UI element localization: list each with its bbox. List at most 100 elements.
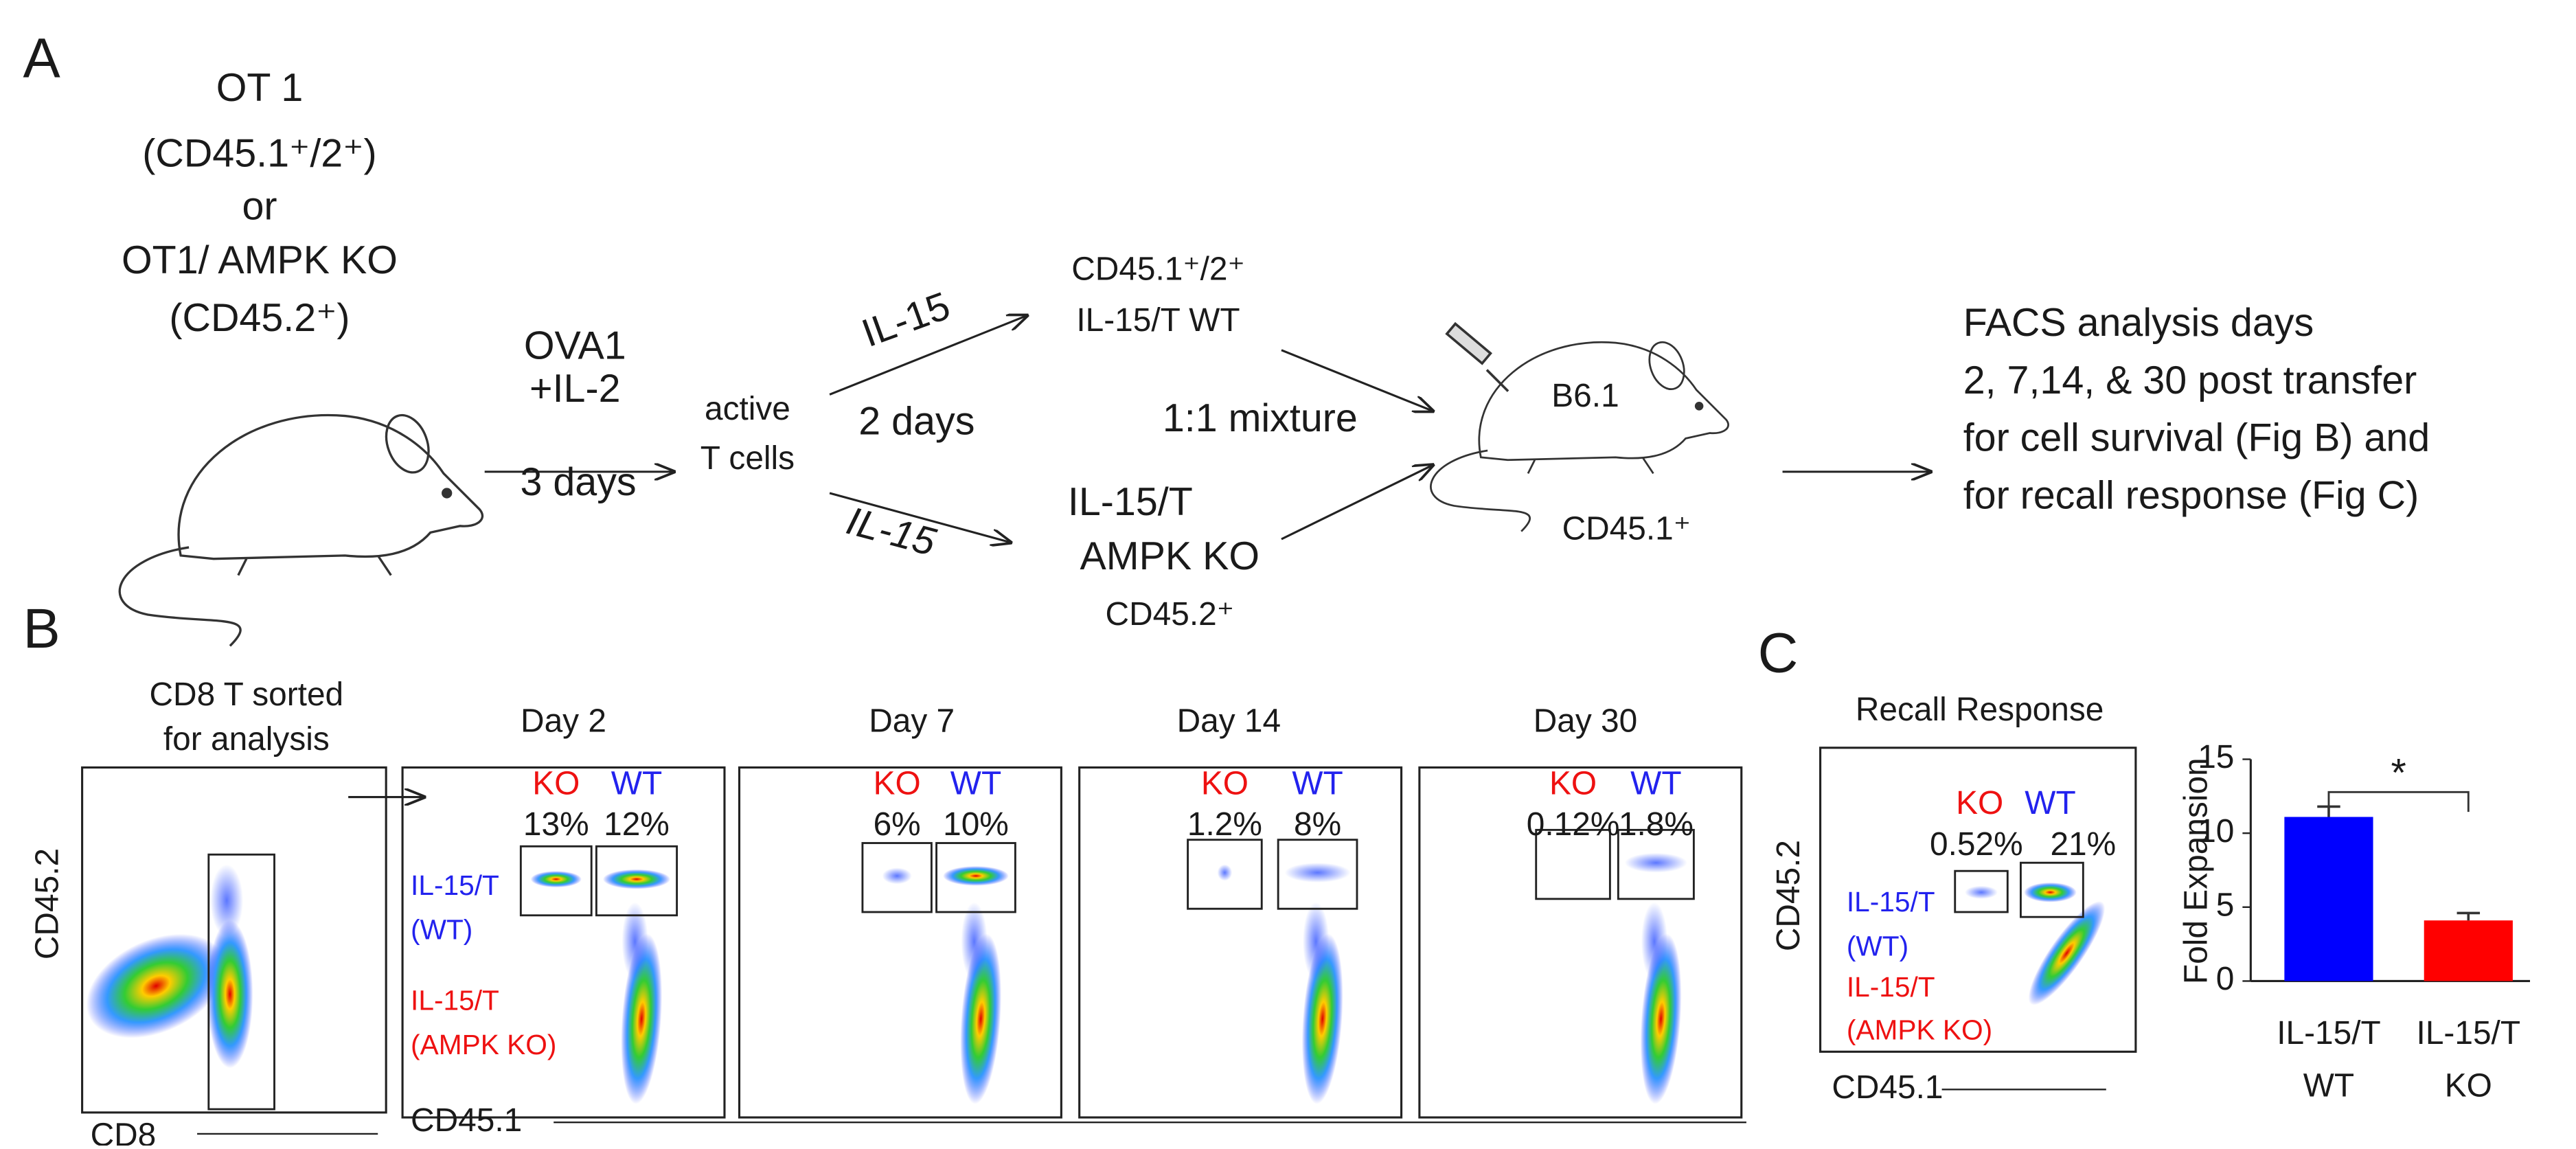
ko-label: KO — [874, 765, 921, 801]
recipient-mouse — [1430, 336, 1729, 533]
y-tick-label: 10 — [2198, 813, 2234, 850]
donor-text: (CD45.1⁺/2⁺) — [142, 132, 376, 176]
bar — [2284, 817, 2373, 981]
plot-title: Recall Response — [1856, 692, 2104, 728]
bar — [2424, 920, 2513, 981]
panel-label: C — [1758, 622, 1799, 685]
significance-bracket — [2327, 790, 2470, 812]
plot-frame — [738, 766, 1062, 1119]
x-tick-label: KO — [2445, 1068, 2492, 1104]
cell-density — [207, 920, 253, 1069]
cell-density — [1965, 885, 1998, 899]
wt-label: WT — [2025, 785, 2075, 821]
stimulation-time: 3 days — [520, 460, 636, 504]
plot-frame — [1418, 766, 1743, 1119]
plot-frame — [81, 766, 387, 1114]
gate — [2019, 861, 2084, 918]
donor-mouse — [118, 408, 484, 648]
cell-density — [86, 933, 226, 1038]
plot-title: Day 2 — [521, 703, 606, 740]
cell-density — [2024, 882, 2077, 902]
cell-density — [530, 871, 582, 888]
y-tick-label: 15 — [2198, 739, 2234, 775]
legend-text: (WT) — [1847, 930, 1908, 962]
activated-text: active — [705, 391, 790, 427]
y-tick-label: 0 — [2216, 961, 2235, 997]
wt-percent: 8% — [1294, 806, 1341, 843]
cell-density — [1624, 852, 1687, 873]
stimulation-text: +IL-2 — [529, 367, 620, 411]
ko-percent: 1.2% — [1187, 806, 1262, 843]
plot-frame — [1078, 766, 1403, 1119]
cell-density — [210, 864, 244, 937]
ko-label: KO — [1549, 765, 1597, 801]
arrow-label: IL-15 — [856, 284, 956, 356]
wt-label: WT — [950, 765, 1001, 801]
analysis-text: for cell survival (Fig B) and — [1963, 416, 2430, 460]
legend-text: IL-15/T — [1847, 971, 1935, 1003]
culture-time: 2 days — [858, 400, 974, 444]
ko-percent: 13% — [523, 806, 589, 843]
legend-text: (WT) — [411, 913, 472, 945]
wt-label: WT — [611, 765, 662, 801]
product-text: IL-15/T WT — [1076, 302, 1240, 339]
gate — [1617, 828, 1695, 900]
significance-label: * — [2391, 751, 2406, 795]
gate — [861, 842, 933, 913]
plot-title: CD8 T sorted — [149, 676, 343, 713]
product-text: IL-15/T — [1068, 480, 1193, 524]
legend-text: IL-15/T — [411, 984, 499, 1016]
recipient-text: B6.1 — [1551, 378, 1619, 414]
cell-density — [622, 902, 648, 981]
axis-label: CD8 — [91, 1117, 157, 1146]
legend-text: IL-15/T — [411, 869, 499, 901]
cell-density — [961, 902, 988, 981]
donor-text: OT1/ AMPK KO — [122, 238, 398, 282]
y-tick-label: 5 — [2216, 887, 2235, 923]
gate — [1535, 828, 1611, 900]
ko-percent: 0.12% — [1527, 806, 1620, 843]
ko-percent: 6% — [874, 806, 921, 843]
donor-text: (CD45.2⁺) — [169, 296, 350, 340]
gate — [519, 845, 593, 917]
wt-percent: 1.8% — [1619, 806, 1694, 843]
y-axis-label: Fold Expansion — [2178, 758, 2214, 984]
cell-density — [943, 866, 1009, 886]
cell-density — [2028, 901, 2106, 1005]
plot-frame — [401, 766, 726, 1119]
legend-text: IL-15/T — [1847, 886, 1935, 918]
legend-text: (AMPK KO) — [1847, 1014, 1992, 1045]
product-text: CD45.2⁺ — [1106, 596, 1234, 633]
gate — [1954, 869, 2009, 913]
cell-density — [602, 869, 671, 889]
analysis-text: FACS analysis days — [1963, 301, 2314, 345]
recipient-marker: CD45.1⁺ — [1562, 511, 1691, 547]
axis-label: CD45.1 — [1832, 1069, 1943, 1106]
wt-label: WT — [1292, 765, 1343, 801]
cell-density — [1303, 902, 1330, 981]
analysis-text: for recall response (Fig C) — [1963, 473, 2419, 517]
x-tick-label: IL-15/T — [2277, 1015, 2381, 1051]
panel-label: B — [23, 598, 60, 660]
axis-label: CD45.2 — [29, 848, 65, 959]
x-tick-label: WT — [2303, 1068, 2354, 1104]
ko-percent: 0.52% — [1930, 826, 2023, 863]
plot-title: Day 30 — [1534, 703, 1638, 740]
error-bar — [2457, 911, 2481, 921]
ko-label: KO — [1956, 785, 2003, 821]
gate — [595, 845, 679, 917]
gate — [207, 853, 275, 1111]
wt-label: WT — [1630, 765, 1681, 801]
gate — [1277, 839, 1358, 910]
gate — [1187, 839, 1263, 910]
product-text: AMPK KO — [1080, 534, 1259, 578]
stimulation-text: OVA1 — [524, 324, 626, 368]
ko-label: KO — [532, 765, 580, 801]
mixture-text: 1:1 mixture — [1163, 396, 1358, 440]
gate — [935, 842, 1016, 913]
wt-percent: 10% — [943, 806, 1009, 843]
wt-percent: 12% — [604, 806, 670, 843]
arrow-label: IL-15 — [842, 499, 941, 565]
